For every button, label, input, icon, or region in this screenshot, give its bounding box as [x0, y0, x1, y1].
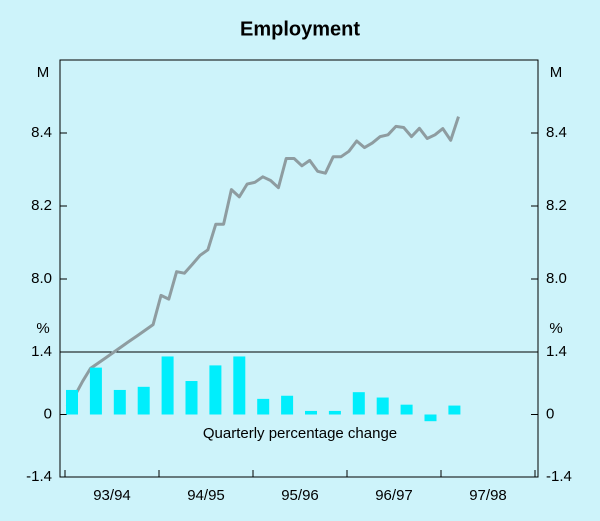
bar	[376, 397, 389, 415]
x-tick-label: 96/97	[375, 487, 413, 504]
y2-tick-label: -1.4	[546, 468, 572, 485]
y2-tick-label: 1.4	[546, 343, 567, 360]
bar	[161, 356, 174, 415]
bar	[257, 398, 270, 415]
y-tick-label: 1.4	[31, 343, 52, 360]
plot-frame	[59, 59, 539, 478]
bar	[328, 410, 341, 415]
bar	[305, 410, 317, 415]
bar	[113, 389, 126, 415]
bar	[424, 414, 437, 422]
y2-axis-unit: M	[550, 64, 563, 81]
bar	[209, 365, 222, 415]
x-tick-label: 94/95	[187, 487, 225, 504]
y2-tick-label: 0	[546, 405, 554, 422]
y-tick-label: 8.2	[31, 197, 52, 214]
y2-axis-unit: %	[549, 320, 562, 337]
y-tick-label: 8.0	[31, 270, 52, 287]
bar	[89, 367, 102, 415]
bar	[448, 405, 461, 415]
employment-line	[65, 116, 460, 408]
y-axis-unit: M	[37, 64, 50, 81]
y2-tick-label: 8.0	[546, 270, 567, 287]
chart-title: Employment	[240, 18, 360, 40]
bar	[352, 392, 365, 415]
y-tick-label: 0	[44, 405, 52, 422]
x-tick-label: 95/96	[281, 487, 319, 504]
bar	[137, 386, 150, 415]
y-axis-unit: %	[36, 320, 49, 337]
bar	[400, 404, 413, 415]
bar	[66, 389, 78, 415]
bar	[233, 356, 246, 415]
y2-tick-label: 8.4	[546, 124, 567, 141]
bar	[185, 381, 198, 415]
bar	[281, 395, 294, 415]
y-tick-label: 8.4	[31, 124, 52, 141]
y2-tick-label: 8.2	[546, 197, 567, 214]
x-tick-label: 93/94	[93, 487, 131, 504]
x-tick-label: 97/98	[469, 487, 507, 504]
y-tick-label: -1.4	[26, 468, 52, 485]
annotation: Quarterly percentage change	[203, 425, 397, 442]
